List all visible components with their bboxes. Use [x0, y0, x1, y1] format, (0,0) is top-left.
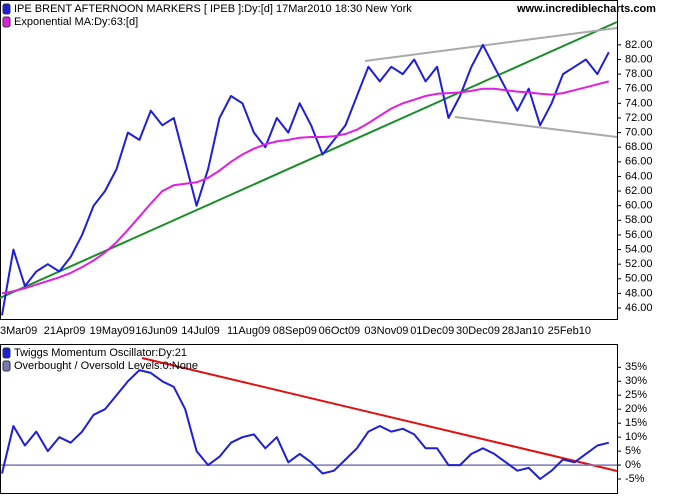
y-tick-label: 52.00 [625, 258, 653, 270]
y-tick-label: 10% [625, 431, 647, 443]
legend-swatch [2, 16, 11, 28]
y-tick-label: 48.00 [625, 287, 653, 299]
y-tick-label: 54.00 [625, 243, 653, 255]
support-trendline [0, 21, 618, 299]
x-tick-label: 03Nov09 [364, 325, 408, 337]
legend-label: Exponential MA:Dy:63:[d] [14, 16, 138, 28]
y-tick-label: 68.00 [625, 141, 653, 153]
y-tick-label: 60.00 [625, 200, 653, 212]
legend-swatch [2, 3, 11, 15]
y-tick-label: -5% [625, 473, 645, 485]
y-tick-label: 20% [625, 403, 647, 415]
legend-swatch [2, 360, 11, 372]
x-tick-label: 06Oct09 [319, 325, 361, 337]
x-tick-label: 16Jun09 [135, 325, 177, 337]
resistance-trendline [141, 357, 618, 472]
x-tick-label: 14Jul09 [181, 325, 220, 337]
y-tick-label: 15% [625, 417, 647, 429]
y-tick-label: 78.00 [625, 68, 653, 80]
y-tick-label: 35% [625, 361, 647, 373]
y-tick-label: 72.00 [625, 112, 653, 124]
y-tick-label: 0% [625, 459, 641, 471]
x-tick-label: 3Mar09 [0, 325, 37, 337]
y-tick-label: 74.00 [625, 97, 653, 109]
series-line [1, 43, 610, 316]
x-tick-label: 08Sep09 [273, 325, 317, 337]
y-tick-label: 56.00 [625, 229, 653, 241]
y-tick-label: 25% [625, 389, 647, 401]
y-tick-label: 70.00 [625, 126, 653, 138]
y-tick-label: 62.00 [625, 185, 653, 197]
y-tick-label: 76.00 [625, 83, 653, 95]
lower-channel-line [454, 116, 618, 138]
watermark: www.incrediblecharts.com [516, 3, 656, 15]
x-tick-label: 30Dec09 [456, 325, 500, 337]
y-tick-label: 50.00 [625, 273, 653, 285]
legend-label: IPE BRENT AFTERNOON MARKERS [ IPEB ]:Dy:… [14, 3, 412, 15]
upper-channel-line [364, 27, 618, 62]
series-line [1, 369, 610, 480]
y-tick-label: 82.00 [625, 39, 653, 51]
series-line [1, 80, 610, 295]
y-tick-label: 46.00 [625, 302, 653, 314]
x-tick-label: 21Apr09 [44, 325, 86, 337]
x-tick-label: 11Aug09 [227, 325, 270, 337]
y-tick-label: 58.00 [625, 214, 653, 226]
x-tick-label: 19May09 [90, 325, 135, 337]
y-tick-label: 5% [625, 445, 641, 457]
y-tick-label: 80.00 [625, 53, 653, 65]
x-tick-label: 25Feb10 [548, 325, 591, 337]
y-tick-label: 66.00 [625, 156, 653, 168]
x-tick-label: 28Jan10 [502, 325, 544, 337]
y-tick-label: 64.00 [625, 170, 653, 182]
legend-label: Twiggs Momentum Oscillator:Dy:21 [14, 347, 187, 359]
plot-layer: 46.00 48.00 50.00 52.00 54.00 56.00 58.00 60.00… [0, 3, 653, 485]
legend-swatch [2, 347, 11, 359]
y-tick-label: 30% [625, 375, 647, 387]
x-tick-label: 01Dec09 [410, 325, 454, 337]
legend-label: Overbought / Oversold Levels:0:None [14, 360, 198, 372]
